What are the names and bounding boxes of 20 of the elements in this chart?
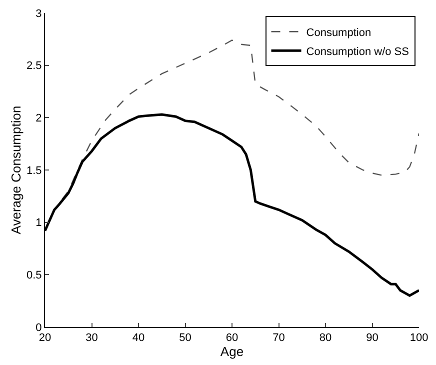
y-tick-label: 1	[36, 217, 42, 230]
y-tick-label: 2.5	[26, 60, 42, 72]
legend-label: Consumption w/o SS	[306, 46, 409, 58]
y-tick-label: 0.5	[26, 270, 42, 282]
y-tick-label: 0	[36, 322, 42, 334]
x-tick-label: 90	[366, 332, 378, 344]
y-tick-label: 1.5	[26, 164, 42, 177]
x-tick-label: 20	[38, 332, 52, 344]
x-tick-label: 80	[319, 332, 332, 344]
x-tick-label: 100	[410, 332, 428, 344]
x-tick-label: 70	[272, 332, 285, 344]
y-tick-label: 3	[36, 8, 42, 20]
legend-label: Consumption	[306, 26, 372, 39]
x-axis-title: Age	[220, 344, 244, 360]
y-axis-title: Average Consumption	[8, 106, 24, 234]
x-tick-label: 50	[179, 332, 192, 344]
y-tick-label: 2	[36, 112, 42, 125]
x-tick-label: 60	[226, 332, 238, 344]
x-tick-label: 30	[86, 332, 98, 344]
x-tick-label: 40	[132, 332, 145, 344]
